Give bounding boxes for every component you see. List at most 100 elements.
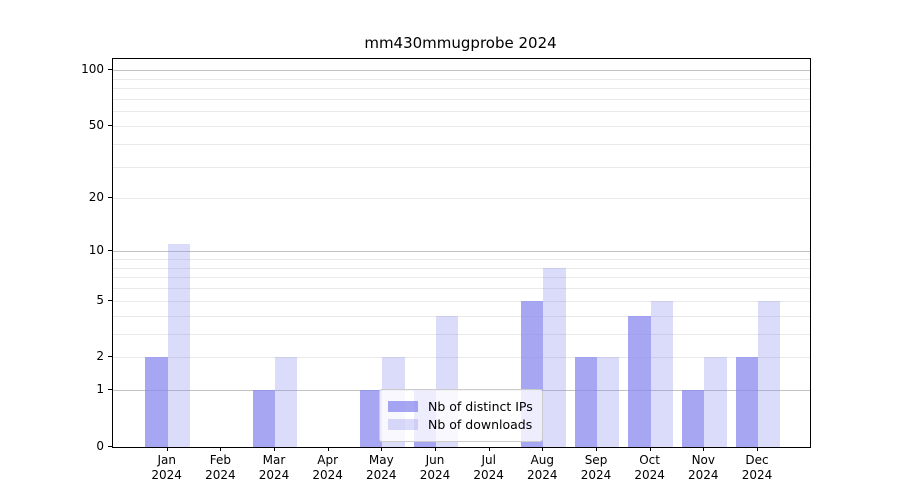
x-tick-label: Jul 2024 bbox=[457, 453, 521, 483]
x-tick-month: Jan bbox=[157, 453, 176, 467]
legend: Nb of distinct IPs Nb of downloads bbox=[379, 389, 543, 442]
x-tick-mark bbox=[327, 447, 329, 451]
x-tick-mark bbox=[703, 447, 705, 451]
legend-row: Nb of distinct IPs bbox=[388, 399, 533, 414]
bar-distinct-ips-mar bbox=[252, 390, 275, 447]
gridline-minor bbox=[113, 125, 810, 127]
gridline-major bbox=[113, 251, 810, 253]
x-tick-mark bbox=[435, 447, 436, 451]
x-tick-label: Jun 2024 bbox=[403, 453, 467, 483]
gridline-minor bbox=[113, 198, 810, 200]
x-tick-month: Mar bbox=[262, 453, 286, 467]
legend-swatch bbox=[388, 419, 418, 430]
legend-swatch bbox=[388, 401, 418, 412]
gridline-minor bbox=[113, 88, 810, 89]
x-tick-mark bbox=[381, 447, 383, 451]
y-tick-mark bbox=[108, 389, 112, 391]
bar-downloads-aug bbox=[543, 267, 566, 447]
gridline-minor bbox=[113, 98, 810, 100]
bar-distinct-ips-jan bbox=[145, 357, 168, 447]
x-tick-month: May bbox=[368, 453, 394, 467]
gridline-minor bbox=[113, 166, 810, 168]
x-tick-label: Apr 2024 bbox=[296, 453, 360, 483]
x-tick-year: 2024 bbox=[205, 468, 236, 482]
x-tick-year: 2024 bbox=[580, 468, 612, 482]
x-tick-label: Aug 2024 bbox=[510, 453, 574, 483]
gridline-minor bbox=[113, 333, 810, 335]
x-tick-month: Jul bbox=[481, 453, 496, 467]
bar-distinct-ips-may bbox=[359, 390, 383, 447]
bar-downloads-jan bbox=[167, 244, 191, 447]
legend-row: Nb of downloads bbox=[388, 417, 533, 432]
x-tick-mark bbox=[757, 447, 758, 451]
x-tick-label: Nov 2024 bbox=[671, 453, 735, 483]
bar-downloads-nov bbox=[704, 357, 727, 447]
chart-title: mm430mmugprobe 2024 bbox=[364, 34, 557, 52]
gridline-minor bbox=[113, 277, 810, 279]
bar-downloads-sep bbox=[597, 357, 620, 447]
bar-distinct-ips-nov bbox=[681, 390, 705, 447]
bar-downloads-oct bbox=[650, 300, 673, 447]
y-tick-label: 20 bbox=[88, 190, 104, 205]
bar-distinct-ips-dec bbox=[735, 357, 758, 447]
legend-label: Nb of downloads bbox=[428, 417, 533, 432]
x-tick-mark bbox=[488, 447, 490, 451]
x-tick-month: Sep bbox=[584, 453, 608, 467]
y-tick-label: 10 bbox=[88, 243, 104, 258]
x-tick-month: Jun bbox=[425, 453, 445, 467]
y-tick-mark bbox=[108, 124, 112, 126]
x-tick-month: Nov bbox=[691, 453, 715, 467]
bar-downloads-mar bbox=[275, 357, 298, 447]
x-tick-month: Dec bbox=[745, 453, 769, 467]
x-tick-year: 2024 bbox=[258, 468, 290, 482]
bar-downloads-dec bbox=[758, 300, 781, 447]
x-tick-year: 2024 bbox=[366, 468, 397, 482]
gridline-major bbox=[113, 70, 810, 71]
gridline-minor bbox=[113, 315, 810, 317]
x-tick-label: May 2024 bbox=[349, 453, 413, 483]
y-tick-mark bbox=[108, 197, 112, 199]
gridline-minor bbox=[113, 78, 810, 80]
gridline-minor bbox=[113, 357, 810, 359]
y-tick-label: 50 bbox=[88, 117, 104, 132]
x-tick-month: Oct bbox=[639, 453, 660, 467]
x-tick-label: Mar 2024 bbox=[242, 453, 306, 483]
y-tick-label: 2 bbox=[96, 349, 104, 364]
gridline-minor bbox=[113, 111, 810, 113]
plot-area: Nb of distinct IPs Nb of downloads bbox=[112, 58, 811, 448]
x-tick-year: 2024 bbox=[634, 468, 665, 482]
x-tick-year: 2024 bbox=[473, 468, 504, 482]
x-tick-mark bbox=[542, 447, 544, 451]
y-tick-label: 5 bbox=[96, 292, 104, 307]
x-tick-year: 2024 bbox=[741, 468, 773, 482]
bar-distinct-ips-oct bbox=[628, 315, 651, 447]
y-tick-label: 1 bbox=[96, 382, 104, 397]
x-tick-year: 2024 bbox=[688, 468, 719, 482]
x-tick-month: Feb bbox=[209, 453, 232, 467]
x-tick-label: Oct 2024 bbox=[618, 453, 682, 483]
bar-distinct-ips-sep bbox=[574, 357, 597, 447]
y-tick-mark bbox=[108, 356, 112, 358]
gridline-minor bbox=[113, 258, 810, 260]
x-tick-month: Aug bbox=[530, 453, 555, 467]
x-tick-month: Apr bbox=[317, 453, 339, 467]
x-tick-mark bbox=[596, 447, 597, 451]
legend-label: Nb of distinct IPs bbox=[428, 399, 533, 414]
x-tick-year: 2024 bbox=[312, 468, 343, 482]
x-tick-label: Sep 2024 bbox=[564, 453, 628, 483]
x-tick-mark bbox=[166, 447, 168, 451]
x-tick-year: 2024 bbox=[151, 468, 182, 482]
y-tick-mark bbox=[108, 250, 112, 252]
y-tick-mark bbox=[108, 446, 112, 447]
y-tick-mark bbox=[108, 69, 112, 70]
gridline-minor bbox=[113, 267, 810, 269]
x-tick-label: Feb 2024 bbox=[188, 453, 252, 483]
x-tick-mark bbox=[220, 447, 222, 451]
gridline-minor bbox=[113, 288, 810, 289]
x-tick-mark bbox=[649, 447, 651, 451]
x-tick-year: 2024 bbox=[419, 468, 451, 482]
x-tick-label: Jan 2024 bbox=[135, 453, 199, 483]
gridline-minor bbox=[113, 300, 810, 302]
y-tick-mark bbox=[108, 299, 112, 301]
